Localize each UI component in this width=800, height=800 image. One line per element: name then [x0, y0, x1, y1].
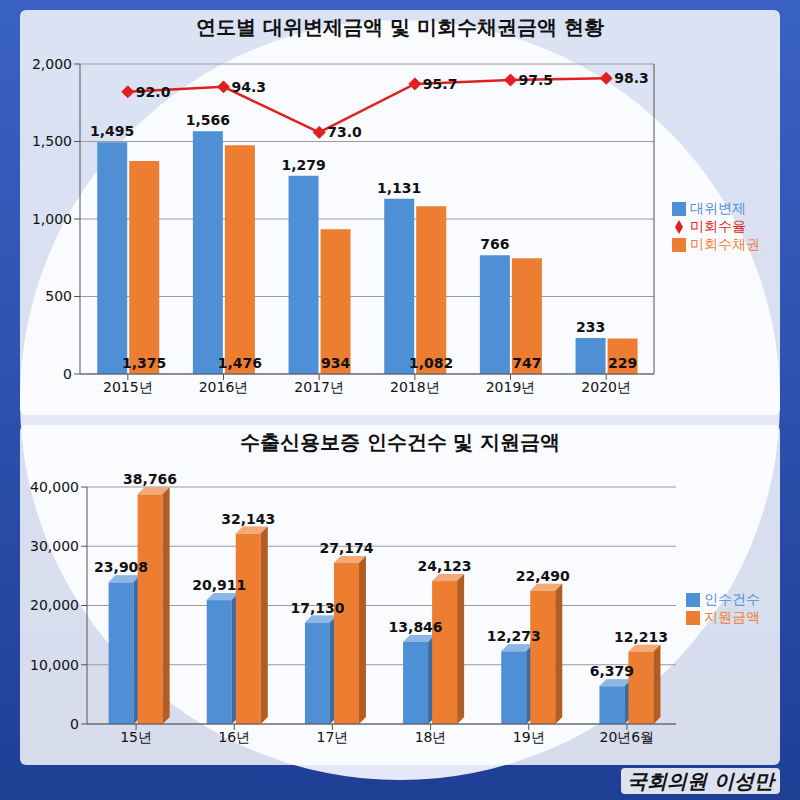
svg-text:13,846: 13,846: [389, 619, 443, 635]
html-text:국회의원 이성만: 국회의원 이성만: [627, 769, 774, 793]
svg-text:38,766: 38,766: [123, 471, 177, 487]
svg-text:1,476: 1,476: [218, 355, 262, 371]
svg-text:0: 0: [63, 366, 72, 382]
html-text:연도별 대위변제금액 및 미회수채권금액 현황: 연도별 대위변제금액 및 미회수채권금액 현황: [196, 15, 604, 39]
svg-text:24,123: 24,123: [418, 558, 472, 574]
svg-text:12,213: 12,213: [614, 629, 668, 645]
svg-text:1,082: 1,082: [409, 355, 453, 371]
svg-text:2015년: 2015년: [103, 379, 153, 395]
svg-text:1,000: 1,000: [32, 211, 72, 227]
svg-text:12,273: 12,273: [487, 628, 541, 644]
svg-text:2017년: 2017년: [294, 379, 344, 395]
svg-text:2018년: 2018년: [390, 379, 440, 395]
svg-text:40,000: 40,000: [30, 479, 79, 495]
svg-text:92.0: 92.0: [136, 84, 171, 100]
svg-text:1,131: 1,131: [377, 180, 421, 196]
svg-text:17년: 17년: [317, 729, 349, 745]
svg-text:747: 747: [512, 355, 541, 371]
svg-text:500: 500: [45, 288, 72, 304]
svg-text:10,000: 10,000: [30, 657, 79, 673]
html-text:수출신용보증 인수건수 및 지원금액: 수출신용보증 인수건수 및 지원금액: [239, 430, 561, 454]
svg-text:18년: 18년: [415, 729, 447, 745]
html-text:지원금액: 지원금액: [704, 609, 760, 625]
svg-text:27,174: 27,174: [319, 540, 373, 556]
svg-text:20,911: 20,911: [192, 577, 246, 593]
svg-text:20,000: 20,000: [30, 597, 79, 613]
svg-text:1,566: 1,566: [186, 112, 230, 128]
svg-text:94.3: 94.3: [232, 79, 267, 95]
html-text:대위변제: 대위변제: [690, 199, 746, 216]
svg-text:1,375: 1,375: [122, 355, 166, 371]
svg-text:1,279: 1,279: [281, 157, 325, 173]
html-text:인수건수: 인수건수: [704, 591, 760, 607]
svg-text:934: 934: [321, 355, 350, 371]
svg-text:2016년: 2016년: [199, 379, 249, 395]
svg-text:229: 229: [608, 355, 637, 371]
svg-text:1,495: 1,495: [90, 123, 134, 139]
svg-text:15년: 15년: [120, 729, 152, 745]
svg-text:0: 0: [70, 716, 79, 732]
svg-text:6,379: 6,379: [590, 663, 634, 679]
svg-text:2019년: 2019년: [486, 379, 536, 395]
svg-text:17,130: 17,130: [290, 600, 344, 616]
html-text:미회수율: 미회수율: [690, 217, 746, 234]
svg-text:30,000: 30,000: [30, 538, 79, 554]
svg-text:2020년: 2020년: [581, 379, 631, 395]
svg-text:95.7: 95.7: [423, 76, 458, 92]
svg-text:233: 233: [576, 319, 605, 335]
svg-text:32,143: 32,143: [221, 511, 275, 527]
svg-text:766: 766: [480, 236, 509, 252]
svg-text:2,000: 2,000: [32, 56, 72, 72]
html-text:미회수채권: 미회수채권: [690, 235, 760, 252]
svg-text:98.3: 98.3: [614, 70, 649, 86]
svg-text:19년: 19년: [513, 729, 545, 745]
svg-text:20년6월: 20년6월: [600, 729, 655, 745]
svg-text:23,908: 23,908: [94, 559, 148, 575]
svg-text:97.5: 97.5: [519, 72, 554, 88]
svg-text:73.0: 73.0: [327, 124, 362, 140]
svg-text:1,500: 1,500: [32, 133, 72, 149]
svg-text:16년: 16년: [218, 729, 250, 745]
svg-text:22,490: 22,490: [516, 568, 570, 584]
